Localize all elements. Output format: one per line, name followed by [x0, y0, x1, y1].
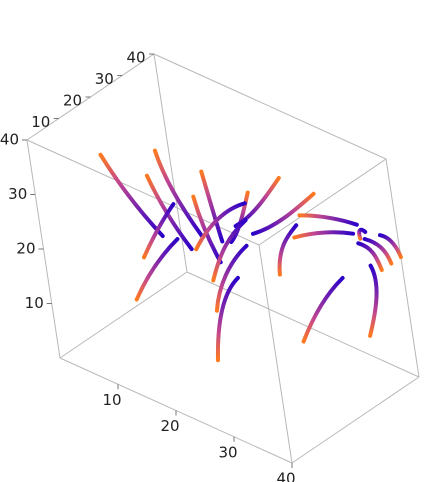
stream-line — [356, 241, 384, 272]
stream-line — [215, 275, 240, 363]
stream-line — [199, 169, 225, 244]
stream-line — [357, 227, 368, 241]
bounding-box — [26, 53, 420, 464]
stream-line — [368, 263, 379, 338]
stream-line — [134, 237, 180, 302]
stream-line — [378, 233, 403, 260]
axis-ticks: 10 20 30 40 10 20 30 40 10 20 30 40 — [0, 49, 296, 482]
stream-line — [194, 201, 247, 252]
stream-lines — [98, 148, 403, 363]
box-edge — [26, 139, 260, 246]
stream-line — [152, 148, 204, 238]
x-axis-tick-label: 20 — [160, 417, 179, 435]
stream-line — [211, 218, 248, 283]
z-axis-tick-label: 30 — [8, 185, 27, 203]
stream-line — [98, 152, 165, 238]
y-axis-tick-label: 40 — [126, 49, 145, 67]
stream-line — [142, 202, 176, 260]
stream-line — [301, 276, 345, 344]
x-axis-tick-label: 40 — [276, 470, 295, 482]
box-edge — [258, 158, 387, 246]
y-axis-tick-label: 10 — [31, 113, 50, 131]
y-axis-tick-label: 20 — [63, 92, 82, 110]
x-axis-tick-label: 30 — [218, 443, 237, 461]
stream-line — [292, 230, 356, 240]
box-edge — [153, 53, 387, 160]
box-edge — [258, 244, 293, 464]
box-edge — [186, 271, 420, 378]
stream-line — [297, 213, 359, 227]
stream-line — [251, 191, 316, 236]
box-edge — [59, 271, 188, 359]
stream-line — [277, 223, 299, 277]
stream-line — [214, 243, 249, 313]
box-edge — [291, 376, 420, 464]
y-axis-tick-label: 30 — [95, 70, 114, 88]
z-axis-tick-label: 40 — [0, 131, 19, 149]
x-axis-tick-label: 10 — [102, 391, 121, 409]
z-axis-tick-label: 10 — [25, 294, 44, 312]
z-axis-tick-label: 20 — [16, 240, 35, 258]
box-edge — [385, 158, 420, 378]
stream-line — [362, 237, 394, 266]
